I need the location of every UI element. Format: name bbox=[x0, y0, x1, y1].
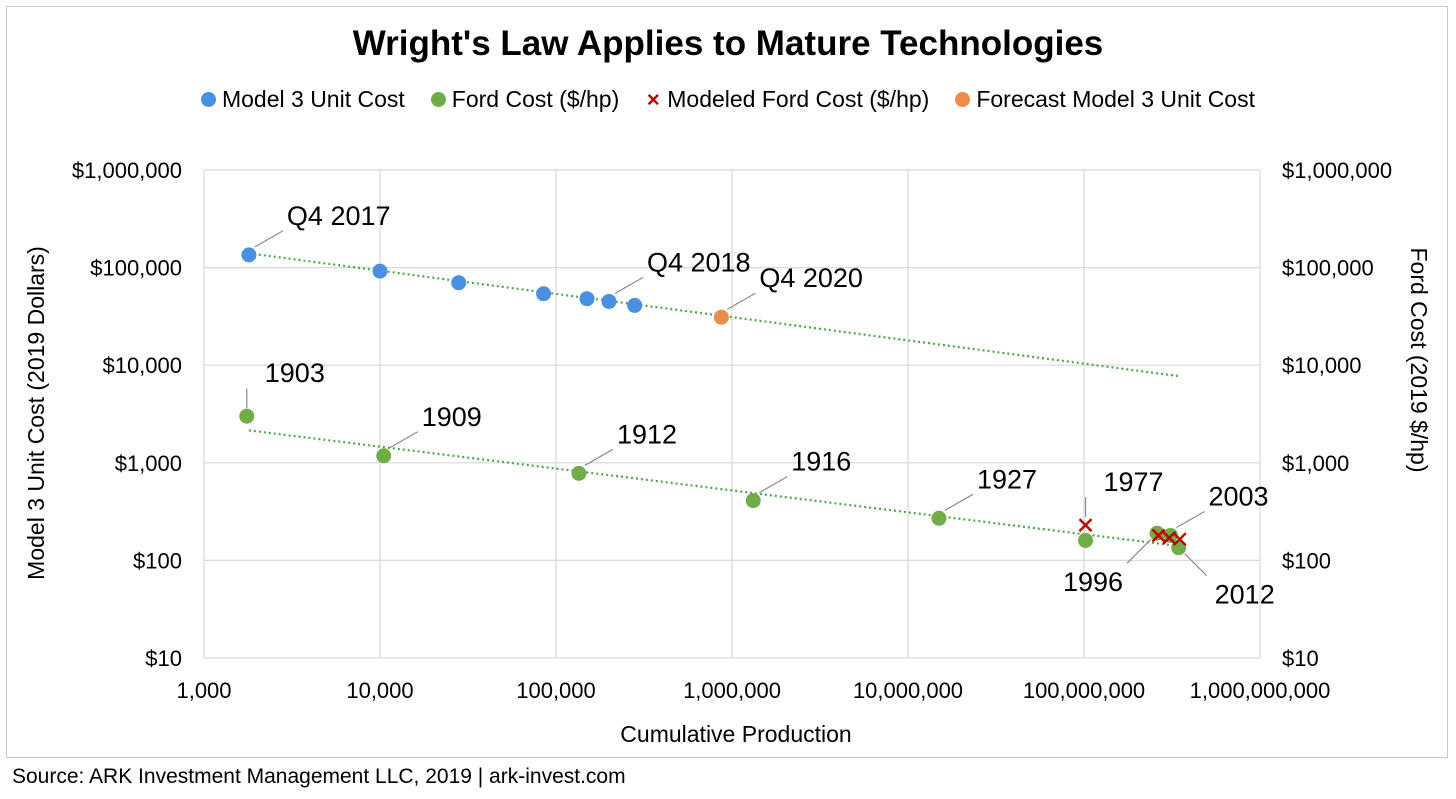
x-tick-label: 10,000,000 bbox=[853, 678, 963, 703]
legend-marker-model3 bbox=[200, 92, 216, 107]
ford-point bbox=[376, 448, 392, 464]
x-tick-label: 1,000,000,000 bbox=[1190, 678, 1331, 703]
marker-stroke bbox=[1172, 532, 1187, 547]
grid-lines bbox=[203, 169, 1261, 659]
y-axis-label-left: Model 3 Unit Cost (2019 Dollars) bbox=[23, 246, 49, 580]
x-tick-label: 100,000 bbox=[516, 678, 596, 703]
x-tick-label: 100,000,000 bbox=[1023, 678, 1145, 703]
legend-marker-modeled-ford: × bbox=[646, 86, 660, 112]
annotation-label: 1927 bbox=[977, 464, 1037, 494]
x-tick-label: 1,000,000 bbox=[683, 678, 781, 703]
annotation-leader bbox=[389, 431, 419, 449]
x-axis-label: Cumulative Production bbox=[620, 721, 851, 747]
trendline bbox=[248, 429, 1180, 548]
annotation-leader bbox=[944, 493, 974, 511]
y-tick-label-left: $100,000 bbox=[90, 256, 182, 281]
chart-title: Wright's Law Applies to Mature Technolog… bbox=[352, 24, 1104, 63]
ford-point bbox=[1078, 532, 1094, 548]
y-tick-label-right: $1,000 bbox=[1282, 451, 1349, 476]
annotation-leader bbox=[758, 476, 788, 494]
y-tick-label-right: $10,000 bbox=[1282, 353, 1362, 378]
y-tick-label-right: $100,000 bbox=[1282, 256, 1374, 281]
model3-point bbox=[241, 247, 257, 263]
x-tick-label: 10,000 bbox=[346, 678, 413, 703]
annotation-leader bbox=[614, 276, 644, 294]
legend-item-modeled-ford: × Modeled Ford Cost ($/hp) bbox=[645, 86, 930, 113]
ford-point bbox=[745, 493, 761, 509]
model3-point bbox=[372, 263, 388, 279]
legend-label-ford: Ford Cost ($/hp) bbox=[451, 86, 620, 112]
annotation-leader bbox=[254, 230, 284, 248]
legend-label-modeled-ford: Modeled Ford Cost ($/hp) bbox=[667, 86, 930, 112]
model3-point bbox=[579, 291, 595, 307]
legend-item-model3: Model 3 Unit Cost bbox=[200, 86, 405, 113]
annotation-labels: Q4 2017 Q4 2018 Q4 2020 1903 1909 1912 1916 192… bbox=[265, 201, 1275, 610]
y-tick-label-left: $1,000 bbox=[115, 451, 182, 476]
marker-stroke bbox=[1151, 528, 1166, 543]
modeled-ford-marker bbox=[1078, 518, 1093, 532]
tick-labels: $10 $10 $100 $100 $1,000 $1,000 $10,000 $10,000… bbox=[72, 158, 1392, 703]
y-tick-label-right: $10 bbox=[1282, 646, 1319, 671]
y-tick-label-left: $10 bbox=[145, 646, 182, 671]
legend-item-forecast: Forecast Model 3 Unit Cost bbox=[955, 86, 1255, 113]
annotation-label: Q4 2017 bbox=[287, 201, 391, 231]
annotation-label: 1977 bbox=[1104, 467, 1164, 497]
legend-marker-forecast bbox=[955, 92, 971, 107]
trendline bbox=[248, 252, 1180, 378]
annotation-label: 1903 bbox=[265, 358, 325, 388]
annotation-label: Q4 2018 bbox=[647, 247, 751, 277]
y-tick-label-right: $1,000,000 bbox=[1282, 158, 1392, 183]
annotation-label: 2003 bbox=[1208, 481, 1268, 511]
legend-label-model3: Model 3 Unit Cost bbox=[221, 86, 405, 112]
ford-point bbox=[239, 408, 255, 424]
model3-point bbox=[627, 297, 643, 313]
legend-item-ford: Ford Cost ($/hp) bbox=[430, 86, 620, 113]
annotation-label: 1909 bbox=[422, 402, 482, 432]
chart-legend: Model 3 Unit Cost Ford Cost ($/hp) × Mod… bbox=[0, 86, 1456, 113]
forecast-point bbox=[713, 309, 729, 325]
marker-stroke bbox=[1078, 518, 1093, 532]
y-tick-label-right: $100 bbox=[1282, 548, 1331, 573]
y-axis-label-right: Ford Cost (2019 $/hp) bbox=[1406, 247, 1432, 472]
x-tick-label: 1,000 bbox=[176, 678, 231, 703]
ford-point bbox=[571, 465, 587, 481]
data-points bbox=[239, 247, 1187, 556]
annotation-label: 1996 bbox=[1063, 567, 1123, 597]
model3-point bbox=[451, 275, 467, 291]
annotation-label: 1912 bbox=[617, 419, 677, 449]
y-tick-label-left: $1,000,000 bbox=[72, 158, 182, 183]
y-tick-label-left: $100 bbox=[133, 548, 182, 573]
model3-point bbox=[536, 286, 552, 302]
annotation-leader bbox=[584, 448, 614, 466]
trendlines bbox=[248, 252, 1180, 548]
annotation-leader bbox=[1126, 538, 1152, 564]
annotation-label: 2012 bbox=[1215, 580, 1275, 610]
chart-frame bbox=[6, 6, 1448, 758]
model3-point bbox=[601, 293, 617, 309]
annotation-leader bbox=[1184, 553, 1208, 577]
annotation-label: Q4 2020 bbox=[759, 263, 863, 293]
annotation-leader bbox=[727, 292, 756, 310]
source-note: Source: ARK Investment Management LLC, 2… bbox=[12, 765, 626, 788]
legend-marker-ford bbox=[430, 92, 446, 107]
annotation-label: 1916 bbox=[791, 447, 851, 477]
modeled-ford-marker bbox=[1172, 532, 1187, 547]
annotation-leader bbox=[1176, 510, 1205, 529]
annotation-leaders bbox=[246, 230, 1208, 577]
y-tick-label-left: $10,000 bbox=[102, 353, 182, 378]
modeled-ford-marker bbox=[1151, 528, 1166, 543]
legend-label-forecast: Forecast Model 3 Unit Cost bbox=[976, 86, 1255, 112]
ford-point bbox=[931, 510, 947, 526]
